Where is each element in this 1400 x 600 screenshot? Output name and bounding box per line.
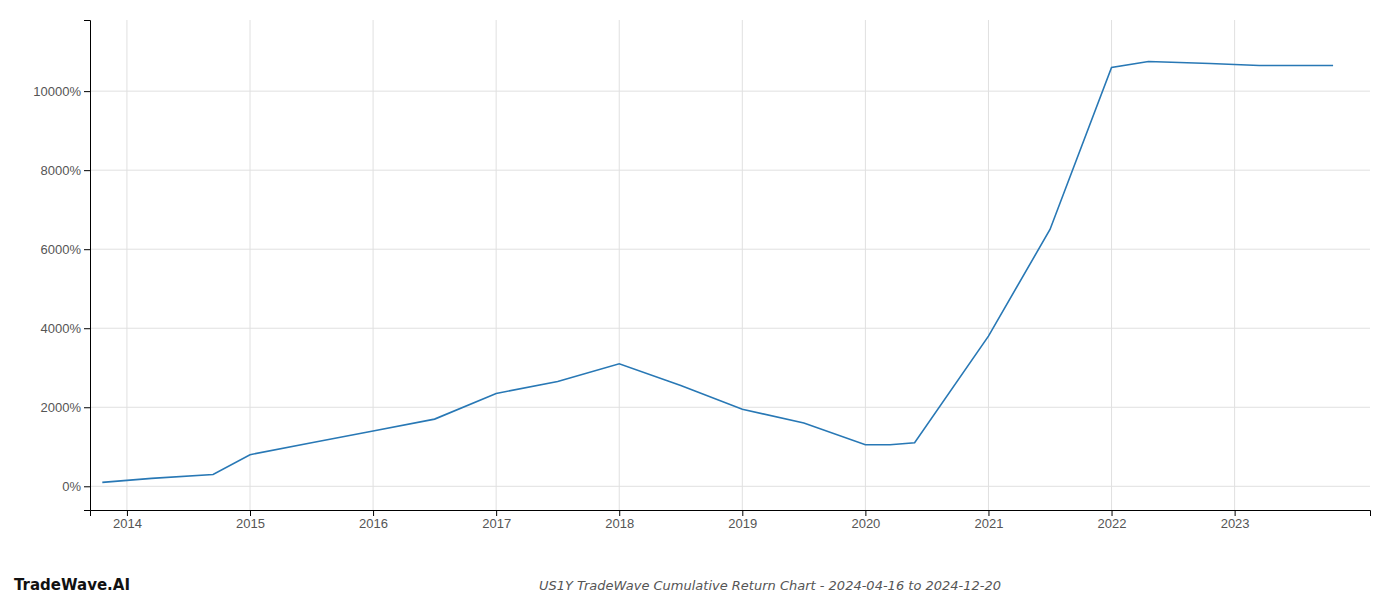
x-tick-label: 2017 bbox=[482, 516, 511, 531]
x-tick-label: 2023 bbox=[1221, 516, 1250, 531]
x-tick-mark bbox=[742, 510, 743, 516]
x-tick-mark bbox=[1235, 510, 1236, 516]
grid-line-x bbox=[126, 20, 127, 510]
x-tick-label: 2020 bbox=[851, 516, 880, 531]
x-tick-mark bbox=[127, 510, 128, 516]
x-tick-label: 2014 bbox=[113, 516, 142, 531]
y-tick-label: 8000% bbox=[41, 163, 82, 178]
x-tick: 2023 bbox=[1221, 510, 1250, 531]
x-tick-mark bbox=[1112, 510, 1113, 516]
y-axis: 0% 2000% 4000% 6000% 8000% 10000% bbox=[33, 21, 90, 511]
chart: 2014 2015 2016 2017 2018 2019 2020 2021 2022 2023… bbox=[0, 0, 1400, 600]
grid-line-x bbox=[250, 20, 251, 510]
x-tick: 2022 bbox=[1098, 510, 1127, 531]
grid-line-x bbox=[742, 20, 743, 510]
y-tick-label: 6000% bbox=[41, 242, 82, 257]
y-tick-label: 4000% bbox=[41, 321, 82, 336]
grid-line-y bbox=[90, 249, 1370, 250]
grid-line-y bbox=[90, 91, 1370, 92]
x-tick-label: 2022 bbox=[1098, 516, 1127, 531]
x-tick: 2019 bbox=[728, 510, 757, 531]
x-tick-mark bbox=[865, 510, 866, 516]
y-tick-label: 2000% bbox=[41, 400, 82, 415]
y-tick: 2000% bbox=[41, 400, 90, 415]
plot-area bbox=[102, 61, 1333, 482]
grid-line-x bbox=[988, 20, 989, 510]
x-tick: 2015 bbox=[236, 510, 265, 531]
x-axis: 2014 2015 2016 2017 2018 2019 2020 2021 2022 2023 bbox=[91, 510, 1371, 531]
y-axis-line bbox=[84, 21, 91, 511]
watermark: TradeWave.AI bbox=[14, 576, 130, 594]
x-tick-mark bbox=[250, 510, 251, 516]
x-axis-line bbox=[91, 511, 1371, 517]
x-tick-mark bbox=[373, 510, 374, 516]
x-tick-label: 2016 bbox=[359, 516, 388, 531]
y-tick: 0% bbox=[62, 479, 90, 494]
grid-line-x bbox=[865, 20, 866, 510]
y-tick: 10000% bbox=[33, 84, 90, 99]
y-tick: 6000% bbox=[41, 242, 90, 257]
x-tick-label: 2021 bbox=[975, 516, 1004, 531]
grid-line-y bbox=[90, 486, 1370, 487]
y-tick-mark bbox=[84, 407, 90, 408]
grid-line-x bbox=[373, 20, 374, 510]
grid-line-x bbox=[496, 20, 497, 510]
grid-line-y bbox=[90, 407, 1370, 408]
x-tick: 2021 bbox=[975, 510, 1004, 531]
x-tick: 2016 bbox=[359, 510, 388, 531]
y-tick-label: 0% bbox=[62, 479, 81, 494]
grid-line-x bbox=[1111, 20, 1112, 510]
grid-line-x bbox=[619, 20, 620, 510]
x-tick-label: 2018 bbox=[605, 516, 634, 531]
y-tick-mark bbox=[84, 328, 90, 329]
x-tick-mark bbox=[496, 510, 497, 516]
grid bbox=[90, 20, 1370, 510]
y-tick: 8000% bbox=[41, 163, 90, 178]
x-tick: 2017 bbox=[482, 510, 511, 531]
x-tick-label: 2015 bbox=[236, 516, 265, 531]
x-tick-mark bbox=[988, 510, 989, 516]
x-tick: 2018 bbox=[605, 510, 634, 531]
grid-line-y bbox=[90, 170, 1370, 171]
x-tick-label: 2019 bbox=[728, 516, 757, 531]
x-tick: 2014 bbox=[113, 510, 142, 531]
grid-line-y bbox=[90, 328, 1370, 329]
y-tick-label: 10000% bbox=[33, 84, 81, 99]
title: US1Y TradeWave Cumulative Return Chart -… bbox=[539, 578, 1001, 593]
grid-line-x bbox=[1234, 20, 1235, 510]
x-tick-mark bbox=[619, 510, 620, 516]
y-tick-mark bbox=[84, 486, 90, 487]
x-tick: 2020 bbox=[851, 510, 880, 531]
line bbox=[102, 61, 1333, 482]
y-tick-mark bbox=[84, 170, 90, 171]
y-tick-mark bbox=[84, 91, 90, 92]
y-tick-mark bbox=[84, 249, 90, 250]
y-tick: 4000% bbox=[41, 321, 90, 336]
